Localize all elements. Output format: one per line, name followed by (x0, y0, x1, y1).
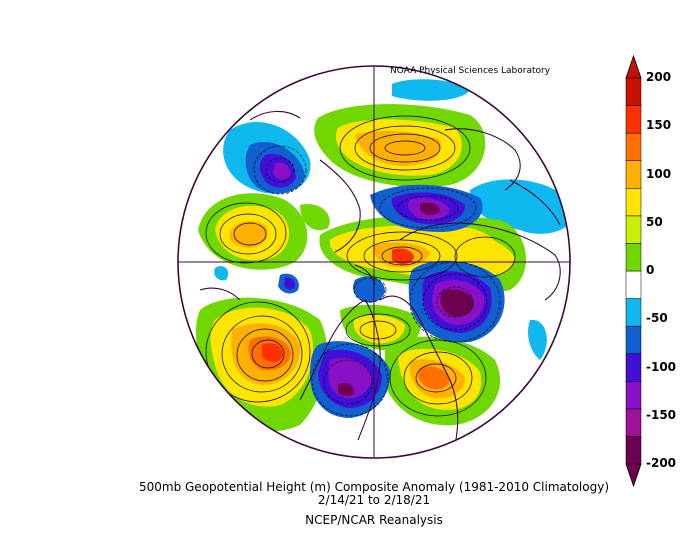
colorbar-segment (625, 160, 642, 189)
colorbar-segment (625, 353, 642, 382)
colorbar-segment (625, 408, 642, 437)
colorbar-segment (625, 270, 642, 299)
colorbar-segment (625, 77, 642, 106)
colorbar-segment (625, 325, 642, 354)
caption-dates: 2/14/21 to 2/18/21 (317, 493, 431, 507)
colorbar-segment (625, 188, 642, 217)
caption-dataset: NCEP/NCAR Reanalysis (305, 513, 443, 527)
colorbar-tick-label: 200 (646, 70, 672, 84)
colorbar-tick-label: -50 (646, 311, 668, 326)
colorbar (625, 54, 642, 488)
colorbar-tick-label: 0 (646, 263, 655, 277)
colorbar-tick-label: -150 (646, 407, 677, 422)
colorbar-segment (625, 215, 642, 244)
colorbar-tick-label: 50 (646, 214, 663, 229)
colorbar-tick-label: -100 (646, 359, 677, 374)
hemisphere-disk (178, 66, 570, 458)
colorbar-segment (625, 132, 642, 161)
colorbar-segment (625, 381, 642, 410)
colorbar-top-arrow (625, 54, 642, 79)
caption-title: 500mb Geopotential Height (m) Composite … (138, 480, 609, 494)
colorbar-tick-label: 100 (646, 166, 672, 181)
credit-label: NOAA Physical Sciences Laboratory (390, 66, 551, 76)
colorbar-segment (625, 436, 642, 465)
colorbar-segment (625, 298, 642, 327)
colorbar-segment (625, 105, 642, 134)
colorbar-segment (625, 243, 642, 272)
colorbar-tick-label: 150 (646, 118, 672, 133)
colorbar-tick-label: -200 (646, 456, 677, 470)
